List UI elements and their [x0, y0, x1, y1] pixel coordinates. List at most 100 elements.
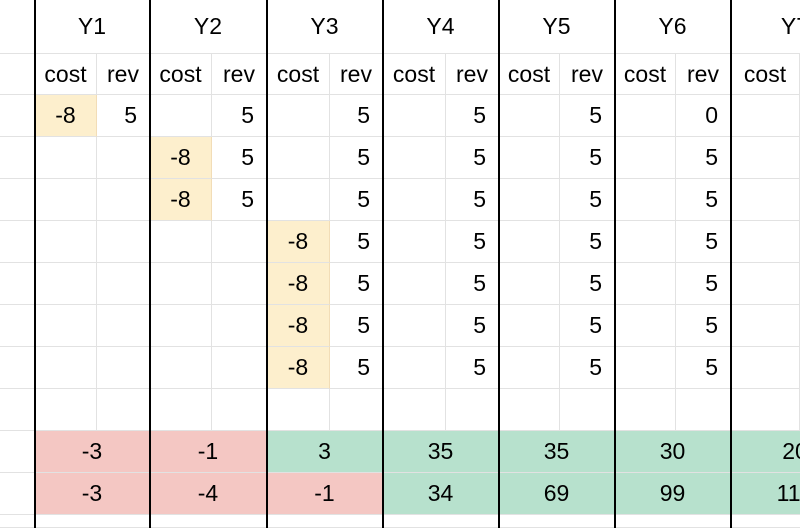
sub-header-cell[interactable]: rev	[330, 54, 383, 95]
data-cell[interactable]	[499, 305, 560, 347]
data-cell[interactable]	[731, 389, 800, 431]
sub-header-cell[interactable]: cost	[267, 54, 330, 95]
sub-header-cell[interactable]: cost	[383, 54, 446, 95]
cumulative-value-cell[interactable]: 69	[499, 473, 615, 515]
row-header-cell[interactable]	[0, 221, 35, 263]
data-cell[interactable]	[615, 179, 676, 221]
sub-header-cell[interactable]: rev	[97, 54, 150, 95]
data-cell[interactable]	[97, 347, 150, 389]
row-header-cell[interactable]	[0, 137, 35, 179]
data-cell[interactable]	[150, 95, 212, 137]
data-cell[interactable]	[731, 347, 800, 389]
row-header-cell[interactable]	[0, 305, 35, 347]
data-cell[interactable]	[615, 389, 676, 431]
empty-cell[interactable]	[731, 515, 800, 528]
data-cell[interactable]	[35, 389, 97, 431]
empty-cell[interactable]	[150, 515, 267, 528]
data-cell[interactable]: 5	[212, 179, 267, 221]
data-cell[interactable]	[150, 263, 212, 305]
sub-header-cell[interactable]: cost	[731, 54, 800, 95]
data-cell[interactable]: 5	[330, 221, 383, 263]
row-header-cell[interactable]	[0, 54, 35, 95]
data-cell[interactable]	[615, 95, 676, 137]
net-value-cell[interactable]: 3	[267, 431, 383, 473]
data-cell[interactable]	[212, 263, 267, 305]
sub-header-cell[interactable]: rev	[560, 54, 615, 95]
year-header-cell[interactable]: Y2	[150, 0, 267, 54]
data-cell[interactable]: 5	[560, 305, 615, 347]
empty-cell[interactable]	[267, 515, 383, 528]
year-header-cell[interactable]: Y5	[499, 0, 615, 54]
data-cell[interactable]	[731, 179, 800, 221]
data-cell[interactable]: -8	[35, 95, 97, 137]
sub-header-cell[interactable]: cost	[35, 54, 97, 95]
data-cell[interactable]: 5	[676, 179, 731, 221]
data-cell[interactable]: 5	[330, 137, 383, 179]
cumulative-value-cell[interactable]: 119	[731, 473, 800, 515]
data-cell[interactable]	[150, 389, 212, 431]
cumulative-value-cell[interactable]: 34	[383, 473, 499, 515]
net-value-cell[interactable]: -1	[150, 431, 267, 473]
net-value-cell[interactable]: 30	[615, 431, 731, 473]
data-cell[interactable]: 5	[676, 221, 731, 263]
net-value-cell[interactable]: 20	[731, 431, 800, 473]
data-cell[interactable]: -8	[267, 221, 330, 263]
data-cell[interactable]	[499, 263, 560, 305]
data-cell[interactable]: 5	[212, 95, 267, 137]
data-cell[interactable]	[97, 179, 150, 221]
year-header-cell[interactable]: Y6	[615, 0, 731, 54]
data-cell[interactable]	[383, 95, 446, 137]
data-cell[interactable]: 0	[676, 95, 731, 137]
year-header-cell[interactable]: Y7	[731, 0, 800, 54]
data-cell[interactable]: 5	[676, 263, 731, 305]
data-cell[interactable]: 5	[560, 179, 615, 221]
net-value-cell[interactable]: 35	[383, 431, 499, 473]
cumulative-value-cell[interactable]: -1	[267, 473, 383, 515]
empty-cell[interactable]	[615, 515, 731, 528]
data-cell[interactable]: 5	[446, 95, 499, 137]
row-header-cell[interactable]	[0, 347, 35, 389]
sub-header-cell[interactable]: cost	[499, 54, 560, 95]
data-cell[interactable]	[97, 263, 150, 305]
data-cell[interactable]: 5	[676, 305, 731, 347]
sub-header-cell[interactable]: cost	[150, 54, 212, 95]
data-cell[interactable]: 5	[212, 137, 267, 179]
data-cell[interactable]: 5	[330, 305, 383, 347]
data-cell[interactable]	[267, 137, 330, 179]
data-cell[interactable]: 5	[560, 95, 615, 137]
data-cell[interactable]: 5	[676, 347, 731, 389]
sub-header-cell[interactable]: cost	[615, 54, 676, 95]
data-cell[interactable]	[35, 305, 97, 347]
data-cell[interactable]	[267, 95, 330, 137]
data-cell[interactable]	[615, 221, 676, 263]
data-cell[interactable]	[560, 389, 615, 431]
data-cell[interactable]	[731, 137, 800, 179]
data-cell[interactable]: 5	[560, 221, 615, 263]
data-cell[interactable]	[35, 263, 97, 305]
data-cell[interactable]	[35, 179, 97, 221]
data-cell[interactable]	[212, 221, 267, 263]
data-cell[interactable]: 5	[676, 137, 731, 179]
data-cell[interactable]	[97, 137, 150, 179]
data-cell[interactable]	[150, 221, 212, 263]
data-cell[interactable]	[150, 305, 212, 347]
data-cell[interactable]	[499, 179, 560, 221]
data-cell[interactable]	[35, 137, 97, 179]
data-cell[interactable]: 5	[330, 263, 383, 305]
cumulative-value-cell[interactable]: 99	[615, 473, 731, 515]
data-cell[interactable]	[731, 305, 800, 347]
data-cell[interactable]	[615, 305, 676, 347]
data-cell[interactable]	[499, 95, 560, 137]
data-cell[interactable]	[499, 137, 560, 179]
data-cell[interactable]: 5	[446, 179, 499, 221]
data-cell[interactable]: 5	[330, 347, 383, 389]
data-cell[interactable]	[383, 263, 446, 305]
data-cell[interactable]	[731, 263, 800, 305]
data-cell[interactable]	[383, 137, 446, 179]
data-cell[interactable]	[446, 389, 499, 431]
data-cell[interactable]	[97, 221, 150, 263]
empty-cell[interactable]	[35, 515, 150, 528]
data-cell[interactable]	[35, 221, 97, 263]
data-cell[interactable]: 5	[446, 137, 499, 179]
